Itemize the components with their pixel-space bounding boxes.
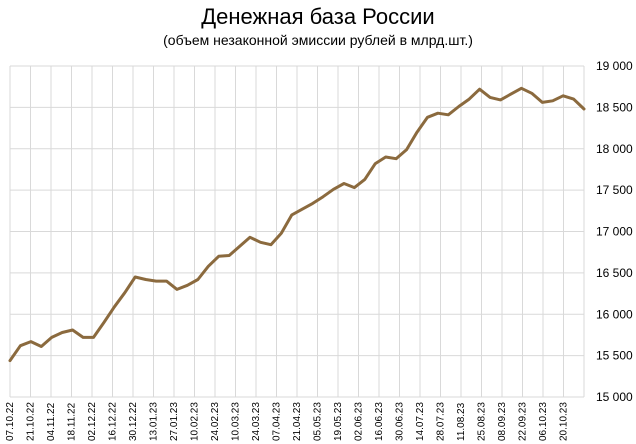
x-tick-label: 02.06.23 bbox=[354, 402, 365, 441]
y-tick-label: 19 000 bbox=[596, 59, 633, 73]
x-tick-label: 20.10.23 bbox=[559, 402, 570, 441]
y-tick-label: 16 500 bbox=[596, 266, 633, 280]
chart-subtitle: (объем незаконной эмиссии рублей в млрд.… bbox=[163, 32, 473, 48]
x-tick-label: 04.11.22 bbox=[46, 402, 57, 441]
x-tick-label: 16.06.23 bbox=[374, 402, 385, 441]
x-tick-label: 16.12.22 bbox=[108, 402, 119, 441]
x-tick-label: 02.12.22 bbox=[87, 402, 98, 441]
x-tick-label: 21.10.22 bbox=[26, 402, 37, 441]
y-tick-label: 18 500 bbox=[596, 100, 633, 114]
x-tick-label: 11.08.23 bbox=[456, 402, 467, 441]
x-tick-label: 06.10.23 bbox=[538, 402, 549, 441]
y-tick-label: 17 000 bbox=[596, 225, 633, 239]
y-tick-label: 15 500 bbox=[596, 349, 633, 363]
x-tick-label: 13.01.23 bbox=[149, 402, 160, 441]
x-tick-label: 07.04.23 bbox=[272, 402, 283, 441]
y-tick-label: 15 000 bbox=[596, 390, 633, 404]
x-tick-label: 30.06.23 bbox=[395, 402, 406, 441]
x-tick-label: 24.03.23 bbox=[251, 402, 262, 441]
x-tick-label: 07.10.22 bbox=[5, 402, 16, 441]
x-tick-label: 25.08.23 bbox=[477, 402, 488, 441]
x-tick-label: 27.01.23 bbox=[169, 402, 180, 441]
y-tick-label: 17 500 bbox=[596, 183, 633, 197]
x-tick-label: 22.09.23 bbox=[518, 402, 529, 441]
y-tick-label: 18 000 bbox=[596, 142, 633, 156]
x-tick-label: 24.02.23 bbox=[210, 402, 221, 441]
x-tick-label: 18.11.22 bbox=[67, 402, 78, 441]
x-tick-label: 05.05.23 bbox=[313, 402, 324, 441]
x-tick-label: 30.12.22 bbox=[128, 402, 139, 441]
series-line bbox=[8, 86, 586, 363]
y-tick-label: 16 000 bbox=[596, 307, 633, 321]
x-tick-label: 21.04.23 bbox=[292, 402, 303, 441]
x-tick-label: 14.07.23 bbox=[415, 402, 426, 441]
x-tick-label: 28.07.23 bbox=[436, 402, 447, 441]
chart-title: Денежная база России bbox=[201, 4, 435, 29]
x-tick-label: 10.02.23 bbox=[190, 402, 201, 441]
x-tick-label: 10.03.23 bbox=[231, 402, 242, 441]
x-tick-label: 19.05.23 bbox=[333, 402, 344, 441]
x-tick-label: 08.09.23 bbox=[497, 402, 508, 441]
